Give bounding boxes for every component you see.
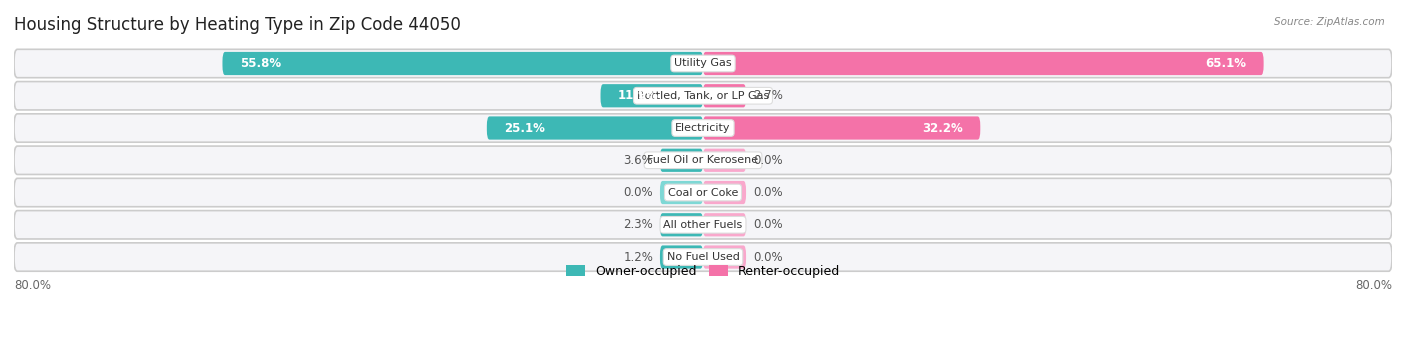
Text: 1.2%: 1.2% <box>623 251 652 264</box>
FancyBboxPatch shape <box>703 149 747 172</box>
FancyBboxPatch shape <box>703 52 1264 75</box>
Text: 2.3%: 2.3% <box>623 218 652 231</box>
Text: Electricity: Electricity <box>675 123 731 133</box>
Text: 0.0%: 0.0% <box>754 218 783 231</box>
Text: 25.1%: 25.1% <box>505 121 546 134</box>
FancyBboxPatch shape <box>703 246 747 269</box>
Text: 80.0%: 80.0% <box>14 279 51 292</box>
Text: All other Fuels: All other Fuels <box>664 220 742 230</box>
Text: 65.1%: 65.1% <box>1205 57 1246 70</box>
Text: 80.0%: 80.0% <box>1355 279 1392 292</box>
FancyBboxPatch shape <box>486 116 703 139</box>
Text: 3.6%: 3.6% <box>623 154 652 167</box>
FancyBboxPatch shape <box>14 211 1392 239</box>
FancyBboxPatch shape <box>659 213 703 236</box>
FancyBboxPatch shape <box>14 81 1392 110</box>
FancyBboxPatch shape <box>703 84 747 107</box>
Text: 0.0%: 0.0% <box>754 154 783 167</box>
Text: 0.0%: 0.0% <box>754 186 783 199</box>
FancyBboxPatch shape <box>14 178 1392 207</box>
Text: Source: ZipAtlas.com: Source: ZipAtlas.com <box>1274 17 1385 27</box>
FancyBboxPatch shape <box>703 116 980 139</box>
Text: Fuel Oil or Kerosene: Fuel Oil or Kerosene <box>647 155 759 165</box>
FancyBboxPatch shape <box>14 243 1392 271</box>
Legend: Owner-occupied, Renter-occupied: Owner-occupied, Renter-occupied <box>561 260 845 283</box>
Text: No Fuel Used: No Fuel Used <box>666 252 740 262</box>
FancyBboxPatch shape <box>703 181 747 204</box>
FancyBboxPatch shape <box>659 149 703 172</box>
FancyBboxPatch shape <box>14 114 1392 142</box>
Text: 32.2%: 32.2% <box>922 121 963 134</box>
Text: 0.0%: 0.0% <box>754 251 783 264</box>
Text: Coal or Coke: Coal or Coke <box>668 188 738 197</box>
Text: 11.9%: 11.9% <box>617 89 658 102</box>
Text: Utility Gas: Utility Gas <box>675 59 731 69</box>
Text: 55.8%: 55.8% <box>239 57 281 70</box>
FancyBboxPatch shape <box>14 146 1392 175</box>
Text: 0.0%: 0.0% <box>623 186 652 199</box>
FancyBboxPatch shape <box>14 49 1392 78</box>
FancyBboxPatch shape <box>659 181 703 204</box>
Text: Bottled, Tank, or LP Gas: Bottled, Tank, or LP Gas <box>637 91 769 101</box>
FancyBboxPatch shape <box>703 213 747 236</box>
Text: 2.7%: 2.7% <box>754 89 783 102</box>
FancyBboxPatch shape <box>600 84 703 107</box>
FancyBboxPatch shape <box>659 246 703 269</box>
FancyBboxPatch shape <box>222 52 703 75</box>
Text: Housing Structure by Heating Type in Zip Code 44050: Housing Structure by Heating Type in Zip… <box>14 16 461 34</box>
